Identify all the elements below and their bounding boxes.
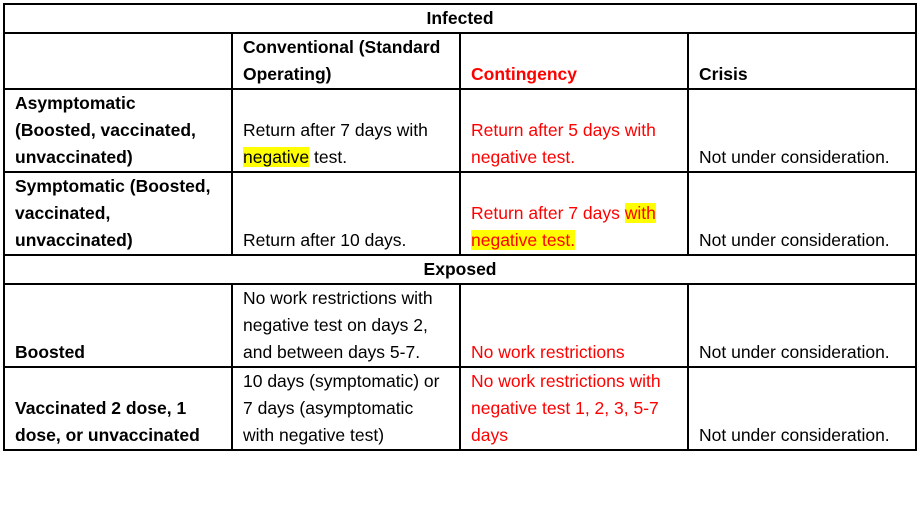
section-row: Infected bbox=[2, 3, 918, 34]
text-segment: 10 days (symptomatic) or 7 days (asympto… bbox=[243, 371, 440, 445]
column-header: Conventional (Standard Operating) bbox=[231, 32, 461, 90]
row-label: Boosted bbox=[3, 283, 233, 368]
section-row: Exposed bbox=[2, 254, 918, 285]
text-segment: Not under consideration. bbox=[699, 425, 890, 445]
cell-text: 10 days (symptomatic) or 7 days (asympto… bbox=[231, 366, 461, 451]
text-segment: No work restrictions bbox=[471, 342, 625, 362]
cell-text: No work restrictions bbox=[459, 283, 689, 368]
cell-text: Not under consideration. bbox=[686, 171, 918, 256]
cell-text: Not under consideration. bbox=[686, 283, 918, 368]
text-segment: Return after 5 days with negative test. bbox=[471, 120, 656, 167]
column-header: Contingency bbox=[459, 32, 689, 90]
column-header: Crisis bbox=[686, 32, 918, 90]
text-segment: test. bbox=[309, 147, 348, 167]
data-row: Vaccinated 2 dose, 1 dose, or unvaccinat… bbox=[3, 366, 918, 451]
header-row: Conventional (Standard Operating) Conting… bbox=[3, 32, 918, 90]
cell-text: No work restrictions with negative test … bbox=[231, 283, 461, 368]
row-label: Asymptomatic (Boosted, vaccinated, unvac… bbox=[3, 88, 233, 173]
cell-text: Return after 10 days. bbox=[231, 171, 461, 256]
text-segment: Return after 7 days bbox=[471, 203, 625, 223]
text-segment: Return after 7 days with bbox=[243, 120, 428, 140]
section-title: Exposed bbox=[2, 254, 918, 285]
text-segment: Return after 10 days. bbox=[243, 230, 407, 250]
row-label: Symptomatic (Boosted, vaccinated, unvacc… bbox=[3, 171, 233, 256]
data-row: Boosted No work restrictions with negativ… bbox=[3, 283, 918, 368]
highlighted-text: negative bbox=[243, 147, 310, 167]
cell-text: Return after 7 days with negative test. bbox=[459, 171, 689, 256]
section-title: Infected bbox=[2, 3, 918, 34]
table-body: Infected Conventional (Standard Operating… bbox=[2, 3, 918, 451]
data-row: Asymptomatic (Boosted, vaccinated, unvac… bbox=[3, 88, 918, 173]
data-row: Symptomatic (Boosted, vaccinated, unvacc… bbox=[3, 171, 918, 256]
text-segment: Not under consideration. bbox=[699, 147, 890, 167]
text-segment: Not under consideration. bbox=[699, 342, 890, 362]
text-segment: Not under consideration. bbox=[699, 230, 890, 250]
cell-text: Return after 7 days with negative test. bbox=[231, 88, 461, 173]
cell-text: Not under consideration. bbox=[686, 366, 918, 451]
cell-text: Not under consideration. bbox=[686, 88, 918, 173]
guidance-table: Infected Conventional (Standard Operating… bbox=[2, 3, 918, 451]
cell-text: No work restrictions with negative test … bbox=[459, 366, 689, 451]
text-segment: No work restrictions with negative test … bbox=[471, 371, 661, 445]
corner-cell bbox=[3, 32, 233, 90]
cell-text: Return after 5 days with negative test. bbox=[459, 88, 689, 173]
row-label: Vaccinated 2 dose, 1 dose, or unvaccinat… bbox=[3, 366, 233, 451]
text-segment: No work restrictions with negative test … bbox=[243, 288, 433, 362]
